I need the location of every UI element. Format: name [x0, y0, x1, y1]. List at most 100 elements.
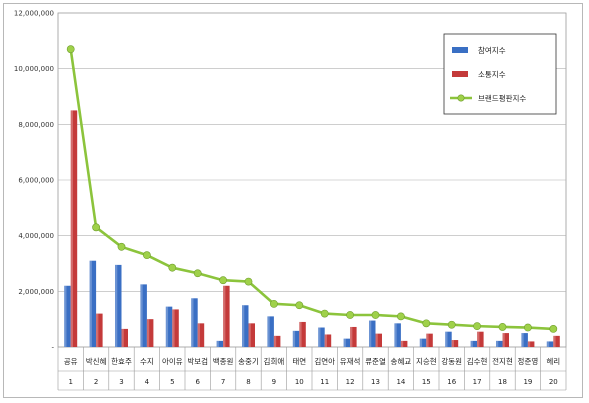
x-category-number: 11: [320, 378, 329, 386]
x-category-number: 17: [473, 378, 482, 386]
bar-participation: [140, 284, 147, 347]
line-point: [269, 299, 278, 308]
bar-participation: [419, 338, 427, 347]
bar-communication: [70, 110, 78, 348]
y-tick-label: 10,000,000: [14, 65, 54, 73]
x-category-number: 20: [549, 378, 558, 386]
x-category-number: 14: [396, 378, 405, 386]
x-category-number: 6: [195, 378, 200, 386]
x-category-label: 전지현: [492, 356, 513, 366]
x-category-label: 공유: [64, 357, 78, 366]
x-category-label: 정준영: [518, 356, 539, 366]
x-category-number: 1: [68, 378, 72, 386]
bar-communication: [527, 341, 535, 347]
x-category-label: 박신혜: [86, 356, 107, 366]
line-point: [524, 323, 532, 332]
chart-frame: - 2,000,000 4,000,000 6,000,000 8,000,000 10,…: [3, 3, 583, 398]
x-category-number: 13: [371, 378, 380, 386]
legend-label: 소통지수: [478, 70, 506, 79]
bar-communication: [553, 335, 560, 347]
bar-communication: [273, 335, 281, 347]
x-axis: 공유 1 박신혜 2 한효주 3 수지 4 아이유 5 박보검 6 백종원 7 송중기 8 김희애 9 태연 10 김연…: [57, 347, 567, 391]
line-point: [371, 311, 380, 319]
y-tick-label: 8,000,000: [18, 121, 54, 129]
x-category-number: 12: [346, 378, 355, 386]
line-point: [219, 276, 227, 285]
bar-participation: [216, 340, 224, 347]
bar-communication: [172, 309, 179, 347]
bar-participation: [546, 341, 554, 347]
bar-participation: [369, 320, 376, 347]
x-category-number: 3: [119, 378, 123, 386]
legend-entry: 참여지수: [452, 45, 506, 55]
bar-participation: [394, 323, 401, 347]
x-category-label: 송혜교: [391, 357, 412, 366]
line-point: [447, 320, 456, 329]
x-category-label: 지승현: [416, 357, 437, 366]
x-category-number: 4: [145, 378, 150, 386]
line-point: [244, 277, 253, 286]
x-category-label: 백종원: [213, 356, 234, 366]
y-tick-label: 6,000,000: [18, 177, 54, 185]
y-tick-label: -: [51, 344, 54, 352]
bar-participation: [267, 316, 274, 347]
bar-participation: [89, 260, 97, 347]
bar-communication: [197, 323, 205, 347]
line-series: [66, 45, 558, 333]
bar-communication: [350, 326, 357, 347]
x-category-number: 9: [272, 378, 276, 386]
line-point: [473, 322, 481, 331]
bar-participation: [318, 327, 325, 347]
bar-series: [64, 110, 560, 348]
bar-communication: [248, 323, 255, 347]
bar-participation: [343, 338, 351, 347]
bar-communication: [324, 334, 332, 347]
y-axis: - 2,000,000 4,000,000 6,000,000 8,000,000 10,…: [14, 10, 55, 352]
bar-communication: [400, 340, 408, 347]
x-category-number: 5: [170, 378, 174, 386]
line-point: [422, 319, 431, 328]
bar-communication: [451, 340, 459, 347]
y-tick-label: 12,000,000: [14, 10, 54, 18]
line-point: [193, 269, 202, 278]
x-category-label: 김희애: [264, 356, 285, 366]
line-brand-reputation: [69, 48, 554, 331]
legend-swatch: [452, 71, 468, 77]
bar-participation: [115, 264, 122, 347]
x-category-label: 류준열: [365, 357, 386, 366]
x-category-number: 15: [422, 378, 431, 386]
x-category-label: 아이유: [162, 356, 183, 366]
legend-swatch: [452, 47, 468, 53]
x-category-label: 강동원: [441, 356, 462, 366]
line-point: [320, 309, 329, 318]
x-category-label: 태연: [292, 357, 306, 366]
line-point: [168, 263, 177, 272]
x-category-label: 헤리: [546, 357, 560, 366]
legend-label: 브랜드평판지수: [478, 93, 526, 103]
line-point: [142, 251, 151, 260]
legend-label: 참여지수: [478, 45, 506, 55]
line-point: [396, 312, 405, 321]
bar-communication: [477, 331, 484, 347]
legend-entry: 브랜드평판지수: [450, 93, 526, 103]
bar-communication: [223, 285, 230, 347]
y-tick-label: 4,000,000: [18, 232, 54, 240]
y-tick-label: 2,000,000: [18, 288, 54, 296]
bar-participation: [496, 340, 503, 347]
bar-participation: [64, 285, 71, 347]
bar-participation: [521, 333, 528, 347]
line-point: [117, 242, 126, 251]
bar-participation: [242, 305, 249, 347]
x-category-label: 박보검: [187, 356, 208, 366]
line-point: [346, 311, 354, 319]
bar-communication: [146, 319, 154, 347]
bar-participation: [470, 340, 478, 347]
bar-participation: [292, 330, 300, 347]
bar-communication: [96, 313, 103, 347]
line-point: [295, 301, 304, 310]
bar-communication: [375, 333, 382, 347]
bar-participation: [165, 306, 173, 347]
x-category-number: 7: [221, 378, 225, 386]
x-category-number: 8: [246, 378, 250, 386]
